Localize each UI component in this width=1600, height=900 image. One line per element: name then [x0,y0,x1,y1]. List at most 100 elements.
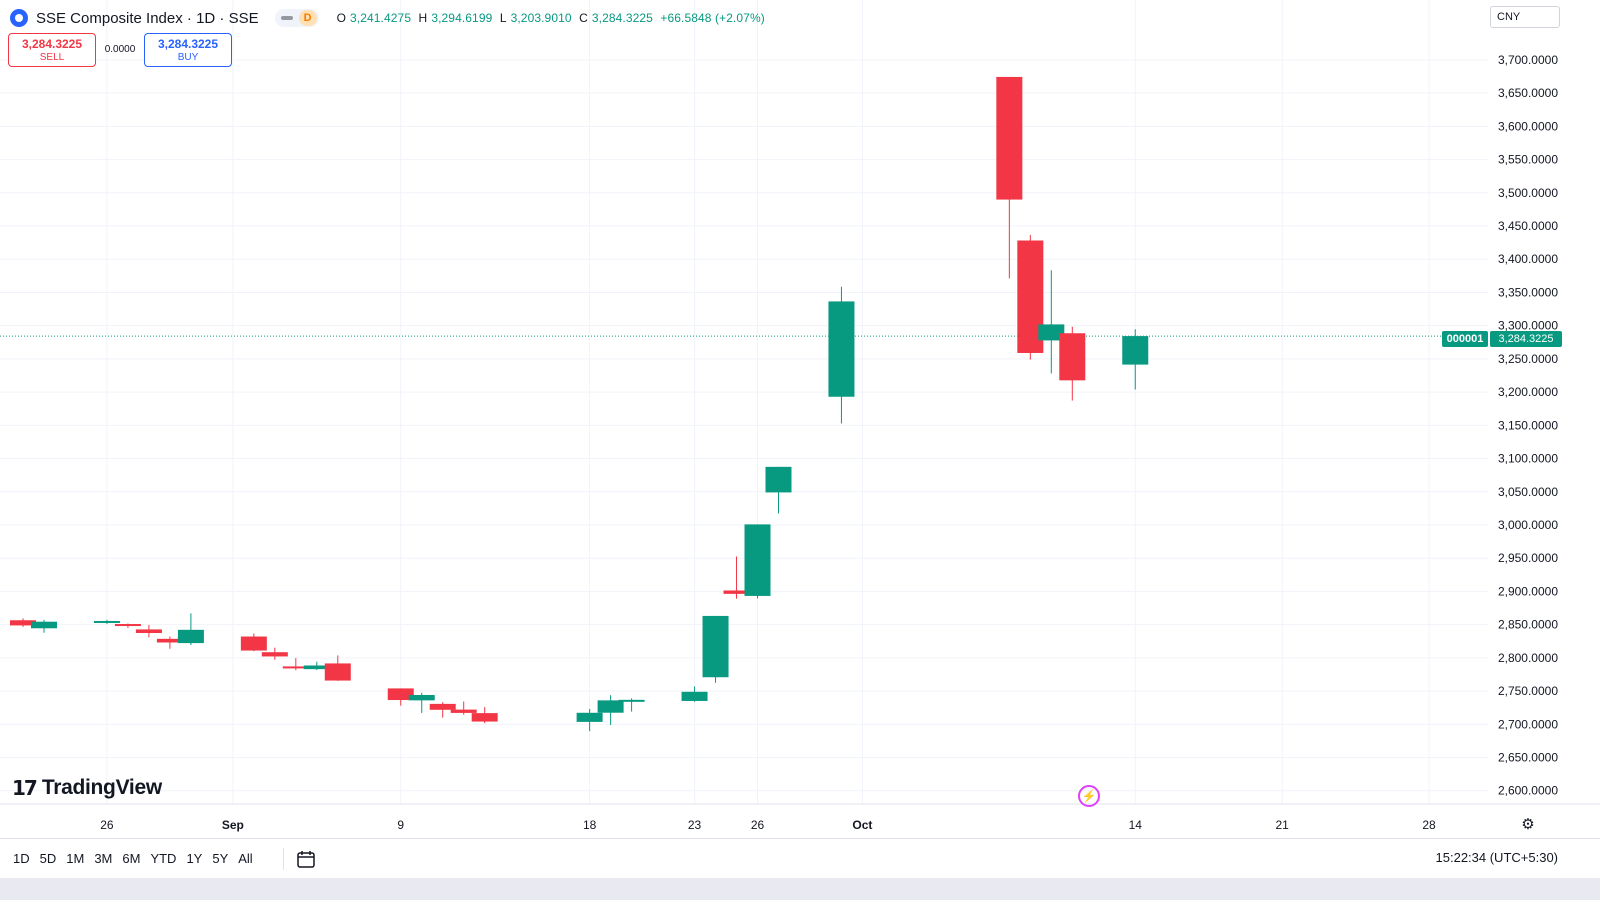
candle-body [303,665,330,670]
candle [282,658,309,671]
candle-body [135,629,162,633]
change-value: +66.5848 (+2.07%) [660,11,765,25]
candle [744,524,771,599]
range-button-1m[interactable]: 1M [66,851,85,866]
candle-body [114,624,141,627]
x-tick-label: 23 [688,818,702,832]
candle-body [597,700,624,713]
candle-body [744,524,771,596]
candle [723,556,750,599]
candle [324,655,351,681]
bottom-strip [0,878,1600,900]
high-label: H [418,11,428,25]
candle [429,702,456,718]
range-button-5d[interactable]: 5D [39,851,57,866]
sell-label: SELL [39,52,65,63]
symbol-title[interactable]: SSE Composite Index · 1D · SSE [36,9,259,27]
candle [261,647,288,660]
candle-body [471,713,498,722]
candle-body [30,621,57,629]
lightning-icon[interactable]: ⚡ [1078,785,1100,807]
candle [408,692,435,713]
y-tick-label: 3,650.0000 [1498,86,1558,100]
y-tick-label: 3,150.0000 [1498,418,1558,432]
currency-selector[interactable]: CNY [1490,6,1560,28]
buy-button[interactable]: 3,284.3225 BUY [144,33,232,67]
candle [597,695,624,726]
x-axis: 26 Sep 9 18 23 26 Oct 14 21 28 [100,818,1436,832]
candle [471,707,498,724]
y-tick-label: 3,100.0000 [1498,452,1558,466]
x-tick-label: 28 [1422,818,1436,832]
close-value: 3,284.3225 [591,11,653,25]
candle [702,615,729,683]
low-value: 3,203.9010 [510,11,572,25]
x-tick-label: Sep [222,818,244,832]
candle [576,708,603,732]
candle [303,661,330,671]
y-tick-label: 3,250.0000 [1498,352,1558,366]
candle-body [261,652,288,657]
interval-pill[interactable]: D [274,9,319,27]
candle [1122,329,1149,390]
candle [93,619,120,624]
range-button-all[interactable]: All [238,851,253,866]
tradingview-logo[interactable]: 17 TradingView [12,776,162,800]
collapse-icon[interactable] [280,16,293,20]
candlestick-chart[interactable]: 2,600.0000 2,650.0000 2,700.0000 2,750.0000… [0,0,1600,838]
y-tick-label: 2,600.0000 [1498,784,1558,798]
candle [765,466,792,514]
candle [1059,326,1086,401]
candle-body [387,688,414,701]
candle-body [576,712,603,722]
tradingview-mark-icon: 17 [12,776,38,800]
candle-body [1122,336,1149,365]
candle-body [10,620,36,626]
candle [1017,234,1044,360]
buy-price: 3,284.3225 [157,37,219,51]
range-button-1d[interactable]: 1D [13,851,30,866]
ohlc-values: O 3,241.4275 H 3,294.6199 L 3,203.9010 C 3,2… [337,11,769,25]
candle-body [828,301,855,397]
spread-value: 0.0000 [104,44,136,55]
y-tick-label: 3,200.0000 [1498,385,1558,399]
calendar-range-icon[interactable] [296,849,316,869]
sell-button[interactable]: 3,284.3225 SELL [8,33,96,67]
y-tick-label: 2,950.0000 [1498,551,1558,565]
price-tag-symbol: 000001 [1442,331,1488,347]
candle [387,688,414,706]
interval-badge[interactable]: D [298,10,317,26]
range-button-ytd[interactable]: YTD [150,851,177,866]
x-tick-label: 18 [583,818,597,832]
gear-icon[interactable]: ⚙ [1521,816,1535,833]
candle [996,76,1023,279]
y-tick-label: 3,300.0000 [1498,319,1558,333]
candle-body [282,666,309,669]
candle-body [93,620,120,623]
range-button-5y[interactable]: 5Y [212,851,229,866]
symbol-logo-icon[interactable] [10,9,28,27]
clock-timezone[interactable]: 15:22:34 (UTC+5:30) [1435,850,1558,865]
candle-body [156,638,183,643]
range-button-1y[interactable]: 1Y [186,851,203,866]
candle [10,618,36,627]
sell-price: 3,284.3225 [21,37,83,51]
y-tick-label: 3,050.0000 [1498,485,1558,499]
x-tick-label: 26 [100,818,114,832]
open-value: 3,241.4275 [350,11,412,25]
candle-body [450,709,477,713]
y-tick-label: 2,850.0000 [1498,618,1558,632]
candle [1038,270,1065,374]
x-tick-label: 26 [751,818,765,832]
symbol-legend: SSE Composite Index · 1D · SSE D O 3,241.… [10,6,769,30]
y-tick-label: 2,900.0000 [1498,584,1558,598]
tradingview-name: TradingView [41,776,162,799]
candle-body [681,691,708,701]
candle [618,698,645,712]
range-button-3m[interactable]: 3M [94,851,113,866]
y-tick-label: 3,000.0000 [1498,518,1558,532]
range-button-6m[interactable]: 6M [122,851,141,866]
close-label: C [579,11,588,25]
bottom-toolbar: 1D 5D 1M 3M 6M YTD 1Y 5Y All 15:22:34 (U… [0,838,1600,878]
